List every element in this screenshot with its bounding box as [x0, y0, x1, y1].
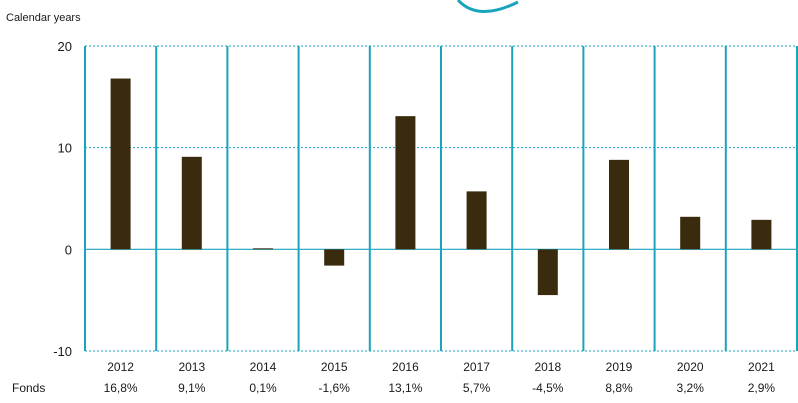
x-tick-label: 2021	[748, 360, 775, 374]
x-tick-label: 2019	[606, 360, 633, 374]
bar	[680, 216, 701, 250]
bar	[751, 219, 772, 250]
axis-layer: -10 0 10 20	[53, 39, 72, 359]
grid-layer	[84, 45, 798, 352]
bar	[609, 159, 629, 250]
x-tick-label: 2012	[107, 360, 134, 374]
x-tick-label: 2013	[178, 360, 205, 374]
bar	[110, 78, 131, 250]
series-label: Fonds	[12, 381, 45, 395]
chart-subtitle: Calendar years	[6, 12, 81, 24]
data-label: 0,1%	[249, 381, 277, 395]
x-tick-label: 2017	[463, 360, 490, 374]
data-label: -4,5%	[532, 381, 564, 395]
x-tick-label: 2018	[534, 360, 561, 374]
bar	[324, 249, 345, 266]
decorative-arc	[456, 0, 519, 13]
y-tick-label: 10	[58, 141, 72, 156]
data-label: 2,9%	[748, 381, 776, 395]
label-layer: 2012 2013 2014 2015 2016 2017 2018 2019 2020 2021…	[12, 360, 775, 395]
data-label: 3,2%	[677, 381, 705, 395]
bar	[466, 191, 487, 250]
x-tick-label: 2014	[250, 360, 277, 374]
data-label: 8,8%	[605, 381, 633, 395]
bar	[181, 156, 202, 250]
bar	[395, 116, 416, 250]
bar	[253, 248, 273, 250]
x-tick-label: 2016	[392, 360, 419, 374]
x-tick-label: 2020	[677, 360, 704, 374]
data-label: 13,1%	[388, 381, 422, 395]
data-label: 5,7%	[463, 381, 491, 395]
bar-layer	[110, 78, 772, 296]
x-tick-label: 2015	[321, 360, 348, 374]
y-tick-label: 0	[65, 242, 72, 257]
data-label: 16,8%	[104, 381, 138, 395]
y-tick-label: 20	[58, 39, 72, 54]
bar	[537, 249, 558, 296]
y-tick-label: -10	[53, 344, 72, 359]
data-label: 9,1%	[178, 381, 206, 395]
data-label: -1,6%	[319, 381, 351, 395]
